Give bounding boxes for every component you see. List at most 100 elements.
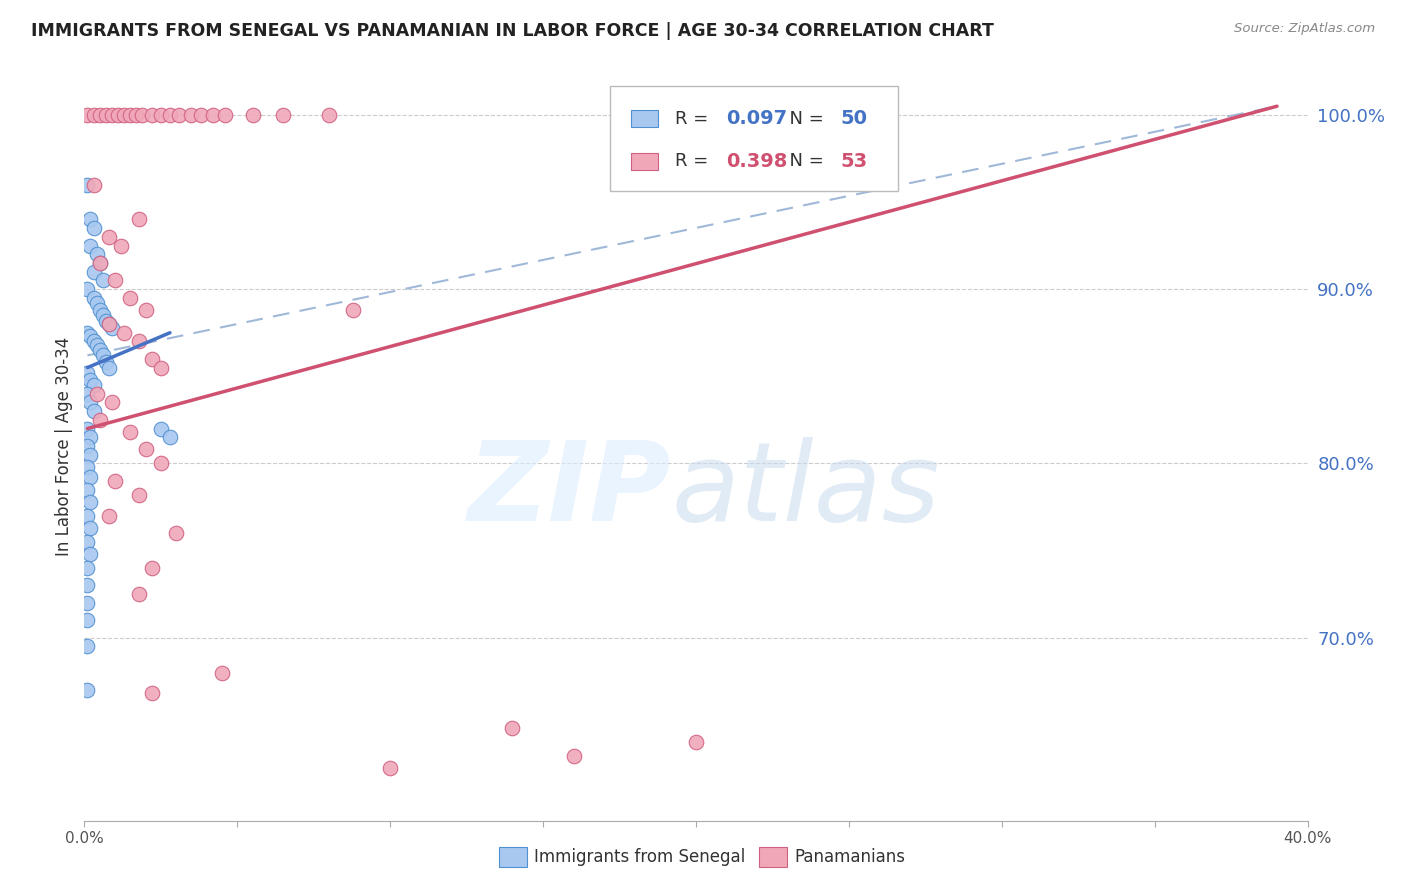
Point bbox=[89, 303, 111, 318]
Point bbox=[149, 457, 172, 471]
Point bbox=[502, 721, 524, 735]
Point bbox=[149, 360, 172, 375]
Point bbox=[120, 108, 142, 122]
Point bbox=[190, 108, 212, 122]
Point bbox=[79, 448, 101, 462]
Point bbox=[76, 682, 98, 697]
Point bbox=[79, 238, 101, 252]
Point bbox=[89, 256, 111, 270]
Point bbox=[79, 430, 101, 444]
Point bbox=[97, 360, 120, 375]
Text: R =: R = bbox=[675, 110, 714, 128]
Point bbox=[271, 108, 294, 122]
Point bbox=[79, 470, 101, 484]
Point bbox=[76, 326, 98, 340]
Point bbox=[242, 108, 264, 122]
Point bbox=[131, 108, 153, 122]
Point bbox=[112, 326, 135, 340]
Text: Immigrants from Senegal: Immigrants from Senegal bbox=[534, 848, 745, 866]
Point bbox=[94, 355, 117, 369]
Point bbox=[141, 686, 163, 700]
Point bbox=[86, 338, 108, 352]
Point bbox=[89, 413, 111, 427]
Point bbox=[97, 230, 120, 244]
Point bbox=[101, 108, 124, 122]
Text: 0.097: 0.097 bbox=[727, 109, 787, 128]
Point bbox=[167, 108, 190, 122]
Point bbox=[76, 439, 98, 453]
Point bbox=[104, 474, 127, 488]
Point bbox=[685, 735, 707, 749]
Point bbox=[79, 212, 101, 227]
Point bbox=[112, 108, 135, 122]
Point bbox=[318, 108, 340, 122]
Point bbox=[76, 578, 98, 592]
Point bbox=[79, 521, 101, 535]
Point bbox=[128, 587, 150, 601]
Point bbox=[110, 238, 132, 252]
Point bbox=[76, 366, 98, 380]
Point bbox=[128, 334, 150, 349]
Point bbox=[135, 303, 157, 318]
Text: ZIP: ZIP bbox=[468, 437, 672, 544]
Point bbox=[76, 640, 98, 654]
Point bbox=[83, 178, 105, 192]
Point bbox=[76, 596, 98, 610]
Point bbox=[76, 459, 98, 474]
Text: 53: 53 bbox=[841, 152, 868, 170]
Point bbox=[149, 421, 172, 435]
Text: Panamanians: Panamanians bbox=[794, 848, 905, 866]
Point bbox=[86, 247, 108, 261]
Point bbox=[76, 178, 98, 192]
Point bbox=[79, 395, 101, 409]
Point bbox=[83, 221, 105, 235]
Text: 0.398: 0.398 bbox=[727, 152, 787, 170]
Point bbox=[89, 256, 111, 270]
Point bbox=[97, 508, 120, 523]
Point bbox=[86, 296, 108, 310]
Point bbox=[91, 308, 114, 322]
Point bbox=[107, 108, 129, 122]
Point bbox=[89, 108, 111, 122]
FancyBboxPatch shape bbox=[610, 87, 898, 191]
Text: R =: R = bbox=[675, 153, 714, 170]
Point bbox=[214, 108, 236, 122]
Point bbox=[141, 561, 163, 575]
Point bbox=[83, 378, 105, 392]
Point bbox=[76, 613, 98, 627]
Point bbox=[83, 291, 105, 305]
Point bbox=[104, 273, 127, 287]
Point bbox=[79, 329, 101, 343]
Point bbox=[83, 108, 105, 122]
Point bbox=[76, 534, 98, 549]
Point bbox=[97, 317, 120, 331]
Bar bbox=[631, 111, 658, 127]
Point bbox=[159, 430, 181, 444]
Point bbox=[135, 442, 157, 457]
Point bbox=[562, 749, 585, 764]
Point bbox=[141, 351, 163, 366]
Point bbox=[141, 108, 163, 122]
Point bbox=[128, 488, 150, 502]
Point bbox=[101, 395, 124, 409]
Point bbox=[94, 108, 117, 122]
Point bbox=[76, 108, 98, 122]
Point bbox=[76, 282, 98, 296]
Y-axis label: In Labor Force | Age 30-34: In Labor Force | Age 30-34 bbox=[55, 336, 73, 556]
Point bbox=[91, 348, 114, 362]
Text: atlas: atlas bbox=[672, 437, 941, 544]
Point bbox=[120, 291, 142, 305]
Text: N =: N = bbox=[778, 110, 830, 128]
Point bbox=[97, 317, 120, 331]
Point bbox=[79, 373, 101, 387]
Point bbox=[76, 561, 98, 575]
Point bbox=[83, 265, 105, 279]
Point bbox=[211, 665, 233, 680]
Point bbox=[76, 421, 98, 435]
Point bbox=[180, 108, 202, 122]
Text: N =: N = bbox=[778, 153, 830, 170]
Point bbox=[86, 386, 108, 401]
Point bbox=[342, 303, 364, 318]
Point bbox=[165, 526, 187, 541]
Point bbox=[159, 108, 181, 122]
